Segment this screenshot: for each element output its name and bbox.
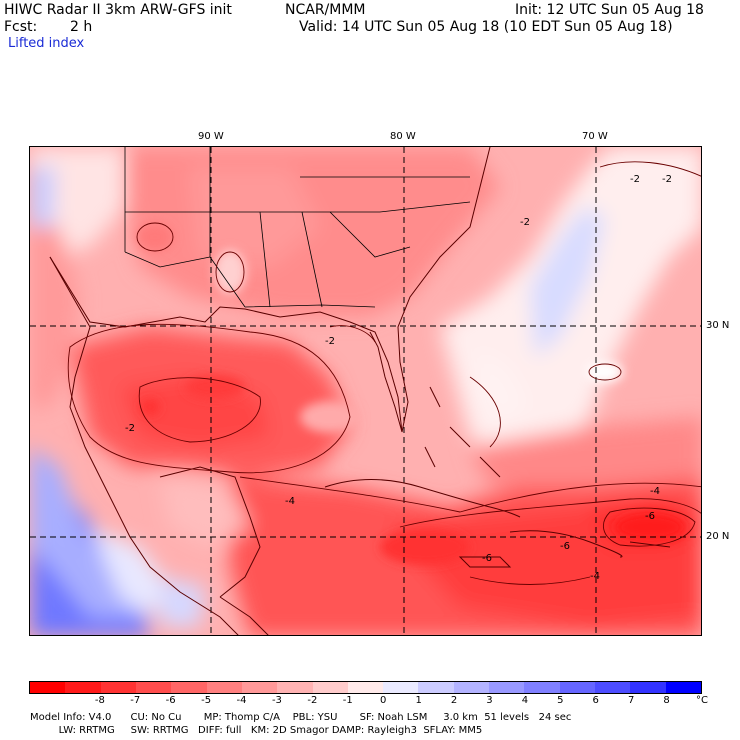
- colorbar-tick-label: -6: [165, 695, 176, 706]
- field-name: Lifted index: [8, 36, 85, 51]
- colorbar-tick-labels: -8 -7 -6 -5 -4 -3 -2 -1 0 1 2 3 4 5 6 7 8: [29, 695, 702, 707]
- organization-label: NCAR/MMM: [285, 2, 366, 18]
- colorbar-tick-label: 0: [380, 695, 387, 706]
- colorbar-cell: [65, 682, 101, 693]
- contour-label: -4: [650, 486, 660, 497]
- colorbar-unit: °C: [696, 695, 708, 706]
- lon-label-90w: 90 W: [198, 131, 224, 142]
- model-title: HIWC Radar II 3km ARW-GFS init: [4, 2, 232, 18]
- colorbar-cell: [347, 682, 384, 693]
- colorbar-cell: [665, 682, 701, 693]
- contour-label: -2: [125, 423, 135, 434]
- colorbar-tick-label: -3: [271, 695, 282, 706]
- colorbar-tick-label: -7: [130, 695, 141, 706]
- model-info-line2: LW: RRTMG SW: RRTMG DIFF: full KM: 2D Sm…: [30, 725, 483, 736]
- contour-label: -2: [520, 217, 530, 228]
- colorbar-cell: [277, 682, 313, 693]
- colorbar-tick-label: 8: [663, 695, 670, 706]
- contour-label: -2: [662, 174, 672, 185]
- colorbar-cell: [418, 682, 454, 693]
- colorbar-cell: [171, 682, 207, 693]
- colorbar-tick-label: -8: [94, 695, 105, 706]
- model-info-line1: Model Info: V4.0 CU: No Cu MP: Thomp C/A…: [30, 712, 572, 723]
- colorbar-cell: [595, 682, 631, 693]
- forecast-hour: 2 h: [70, 19, 93, 35]
- lifted-index-contours: [67, 161, 701, 585]
- colorbar-cell: [524, 682, 560, 693]
- contour-label: -2: [630, 174, 640, 185]
- colorbar-tick-label: 2: [450, 695, 458, 706]
- init-time: Init: 12 UTC Sun 05 Aug 18: [515, 2, 704, 18]
- contour-label: -6: [482, 553, 492, 564]
- colorbar-tick-label: -2: [307, 695, 318, 706]
- valid-time: Valid: 14 UTC Sun 05 Aug 18 (10 EDT Sun …: [299, 19, 673, 35]
- contour-label: -2: [325, 336, 335, 347]
- colorbar-cell: [135, 682, 172, 693]
- colorbar-cell: [453, 682, 490, 693]
- colorbar-tick-label: 6: [592, 695, 599, 706]
- contour-label: -6: [645, 511, 655, 522]
- colorbar-cell: [383, 682, 419, 693]
- colorbar-cell: [489, 682, 525, 693]
- contour-label: -4: [590, 571, 600, 582]
- colorbar-tick-label: 1: [415, 695, 422, 706]
- colorbar-cell: [559, 682, 595, 693]
- colorbar-tick-label: -1: [342, 695, 353, 706]
- colorbar-tick-label: 4: [521, 695, 529, 706]
- lifted-index-map: -2 -2 -2 -2 -4 -4 -6 -6 -6 -4 -2: [29, 146, 702, 636]
- coastlines: [49, 147, 671, 635]
- colorbar-tick-label: -4: [236, 695, 247, 706]
- colorbar-tick-label: 5: [557, 695, 564, 706]
- state-boundaries: [124, 147, 471, 308]
- lon-label-80w: 80 W: [390, 131, 416, 142]
- contour-label: -6: [560, 541, 570, 552]
- colorbar-tick-label: -5: [201, 695, 212, 706]
- colorbar-cell: [241, 682, 278, 693]
- colorbar-tick-label: 7: [627, 695, 635, 706]
- colorbar-cell: [100, 682, 136, 693]
- contour-label: -4: [285, 496, 295, 507]
- colorbar-cell: [312, 682, 348, 693]
- colorbar: [29, 681, 702, 694]
- forecast-label: Fcst:: [4, 19, 38, 35]
- lon-label-70w: 70 W: [582, 131, 608, 142]
- field-details: [137, 223, 685, 565]
- colorbar-cell: [30, 682, 66, 693]
- lat-label-30n: 30 N: [706, 320, 730, 331]
- colorbar-tick-label: 3: [486, 695, 493, 706]
- lat-lon-grid: [30, 147, 701, 635]
- lat-label-20n: 20 N: [706, 531, 730, 542]
- colorbar-cell: [630, 682, 666, 693]
- colorbar-cell: [206, 682, 242, 693]
